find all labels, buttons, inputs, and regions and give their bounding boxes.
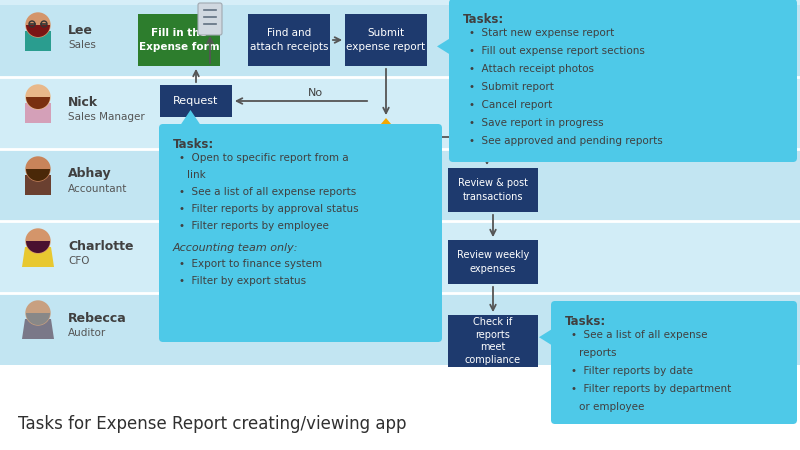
Text: Review & post
transactions: Review & post transactions <box>458 178 528 202</box>
Wedge shape <box>26 97 50 109</box>
Text: •  Filter reports by department: • Filter reports by department <box>571 384 731 394</box>
Text: Approve?: Approve? <box>362 136 410 145</box>
Text: Rebecca: Rebecca <box>68 311 126 324</box>
Bar <box>0 149 800 221</box>
FancyBboxPatch shape <box>449 0 797 162</box>
FancyBboxPatch shape <box>551 301 797 424</box>
Text: Charlotte: Charlotte <box>68 239 134 252</box>
Bar <box>0 77 800 149</box>
Text: Nick: Nick <box>68 95 98 108</box>
FancyBboxPatch shape <box>248 14 330 66</box>
Text: •  Fill out expense report sections: • Fill out expense report sections <box>469 46 645 56</box>
Text: Tasks for Expense Report creating/viewing app: Tasks for Expense Report creating/viewin… <box>18 415 406 433</box>
Circle shape <box>26 229 50 253</box>
Text: Submit
expense report: Submit expense report <box>346 28 426 52</box>
FancyBboxPatch shape <box>159 124 442 342</box>
Text: Tasks:: Tasks: <box>565 315 606 328</box>
Polygon shape <box>22 247 54 267</box>
FancyBboxPatch shape <box>160 85 232 117</box>
Polygon shape <box>178 110 202 128</box>
Text: No: No <box>307 88 322 98</box>
Text: Sales Manager: Sales Manager <box>68 112 145 122</box>
Text: Fill in the
Expense form: Fill in the Expense form <box>138 28 219 52</box>
Text: reports: reports <box>579 348 617 358</box>
FancyBboxPatch shape <box>138 14 220 66</box>
Text: Lee: Lee <box>68 23 93 36</box>
Text: Sales: Sales <box>68 40 96 50</box>
Text: •  Open to specific report from a: • Open to specific report from a <box>179 153 349 163</box>
Wedge shape <box>26 313 50 325</box>
Polygon shape <box>354 118 418 156</box>
Text: •  Filter reports by employee: • Filter reports by employee <box>179 221 329 231</box>
FancyBboxPatch shape <box>448 168 538 212</box>
Bar <box>0 221 800 293</box>
Text: •  Submit report: • Submit report <box>469 82 554 92</box>
FancyBboxPatch shape <box>198 3 222 35</box>
Circle shape <box>26 301 50 325</box>
Text: •  See a list of all expense: • See a list of all expense <box>571 330 707 340</box>
FancyBboxPatch shape <box>448 315 538 367</box>
Text: •  See a list of all expense reports: • See a list of all expense reports <box>179 187 356 197</box>
Wedge shape <box>26 169 50 181</box>
Text: CFO: CFO <box>68 256 90 266</box>
Text: •  Filter by export status: • Filter by export status <box>179 276 306 286</box>
Text: Review weekly
expenses: Review weekly expenses <box>457 250 529 274</box>
Text: link: link <box>187 170 206 180</box>
Text: •  Filter reports by date: • Filter reports by date <box>571 366 693 376</box>
Text: Find and
attach receipts: Find and attach receipts <box>250 28 328 52</box>
FancyBboxPatch shape <box>345 14 427 66</box>
Text: •  Filter reports by approval status: • Filter reports by approval status <box>179 204 358 214</box>
Text: Request: Request <box>174 96 218 106</box>
Text: Tasks:: Tasks: <box>463 13 504 26</box>
Text: Accounting team only:: Accounting team only: <box>173 243 298 253</box>
Circle shape <box>26 85 50 109</box>
Text: Auditor: Auditor <box>68 328 106 338</box>
Text: •  Start new expense report: • Start new expense report <box>469 28 614 38</box>
Polygon shape <box>22 319 54 339</box>
Text: •  Save report in progress: • Save report in progress <box>469 118 604 128</box>
Bar <box>25 175 51 195</box>
Text: •  Export to finance system: • Export to finance system <box>179 259 322 269</box>
FancyBboxPatch shape <box>448 240 538 284</box>
Bar <box>0 293 800 365</box>
Wedge shape <box>26 25 50 37</box>
Bar <box>25 31 51 51</box>
Text: •  Cancel report: • Cancel report <box>469 100 552 110</box>
Circle shape <box>26 13 50 37</box>
Bar <box>0 5 800 77</box>
Bar <box>25 103 51 123</box>
Text: Abhay: Abhay <box>68 167 112 180</box>
Text: •  See approved and pending reports: • See approved and pending reports <box>469 136 662 146</box>
Text: Check if
reports
meet
compliance: Check if reports meet compliance <box>465 317 521 365</box>
Text: Accountant: Accountant <box>68 184 127 194</box>
Polygon shape <box>437 36 453 56</box>
Circle shape <box>26 157 50 181</box>
Bar <box>0 365 800 450</box>
Polygon shape <box>539 327 555 347</box>
Text: or employee: or employee <box>579 402 644 412</box>
Text: Tasks:: Tasks: <box>173 138 214 151</box>
Wedge shape <box>26 241 50 253</box>
Text: •  Attach receipt photos: • Attach receipt photos <box>469 64 594 74</box>
